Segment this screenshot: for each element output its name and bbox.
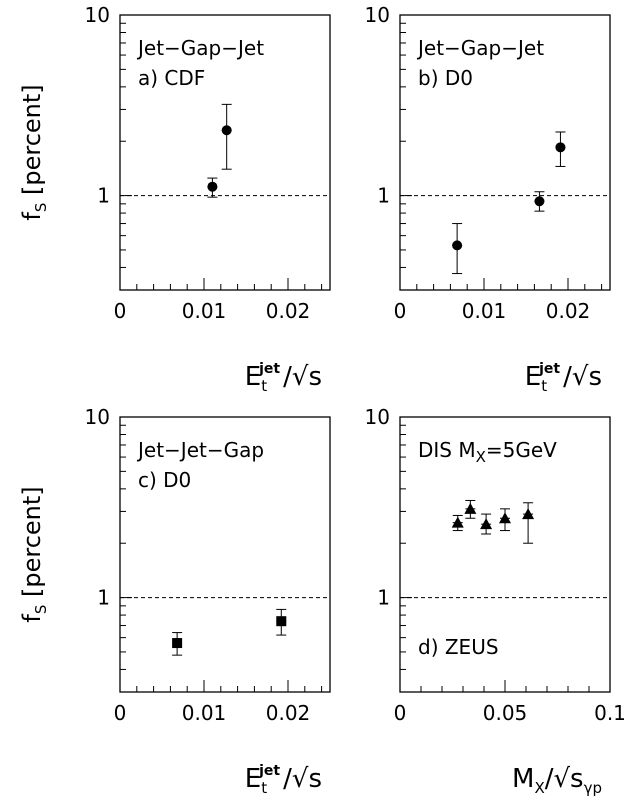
panel-c-ytick-label: 1 (97, 586, 110, 610)
panel-b-frame (399, 14, 611, 291)
panel-a-point-2 (221, 103, 232, 170)
panel-d-point-3 (480, 513, 493, 535)
panel-d-point-2 (464, 499, 477, 519)
panel-b-title: Jet−Gap−Jet (416, 36, 544, 60)
panel-c-point-2 (276, 608, 287, 636)
panel-a-xtick-label: 0.01 (182, 299, 227, 323)
panel-a-xtick-label: 0 (114, 299, 127, 323)
panel-b-xlabel: Etjet/√s (525, 361, 602, 395)
panel-b-xtick-label: 0 (394, 299, 407, 323)
panel-c-xlabel: Etjet/√s (245, 763, 322, 797)
panel-c-marker-square (276, 616, 287, 627)
panel-b: 1 10 0 0.01 0.02 Jet−Gap−Jet b) D0 Etjet/√s (365, 3, 611, 395)
panel-c-xtick-label: 0.01 (182, 701, 227, 725)
panel-d-ytick-label: 10 (365, 405, 390, 429)
panel-b-point-3 (555, 131, 566, 167)
panel-d-point-4 (499, 508, 511, 532)
panel-c-title: Jet−Jet−Gap (136, 438, 264, 462)
panel-b-xtick-label: 0.02 (546, 299, 591, 323)
panel-a: 1 10 0 0.01 0.02 Jet−Gap−Jet a) CDF fS [percent… (18, 3, 331, 395)
panel-b-marker-circle (452, 240, 463, 251)
panel-c-ytick-label: 10 (85, 405, 110, 429)
panel-c: 1 10 0 0.01 0.02 Jet−Jet−Gap c) D0 fS [percent]… (18, 405, 331, 797)
panel-a-xlabel: Etjet/√s (245, 361, 322, 395)
panel-d-marker-triangle (464, 502, 477, 514)
panel-a-marker-circle (207, 181, 218, 192)
panel-b-point-2 (534, 191, 545, 212)
panel-c-frame (119, 416, 331, 693)
panel-d-marker-triangle (480, 518, 493, 530)
panel-a-title: Jet−Gap−Jet (136, 36, 264, 60)
panel-a-frame (119, 14, 331, 291)
panel-a-marker-circle (221, 125, 232, 136)
panel-d-marker-triangle (499, 512, 511, 524)
panel-d-label: d) ZEUS (418, 635, 499, 659)
panel-b-xtick-label: 0.01 (462, 299, 507, 323)
panel-c-xtick-label: 0.02 (266, 701, 311, 725)
panel-a-ytick-label: 1 (97, 184, 110, 208)
panel-b-marker-circle (534, 196, 545, 207)
panel-c-marker-square (172, 638, 183, 649)
panel-d-xlabel: MX/√sγp (512, 764, 602, 797)
panel-c-ylabel: fS [percent] (18, 486, 50, 622)
panel-b-marker-circle (555, 142, 566, 153)
panel-d-xtick-label: 0.05 (483, 701, 528, 725)
panel-d: 1 10 0 0.05 0.1 DIS MX=5GeV d) ZEUS MX/√sγp (365, 405, 626, 797)
panel-d-xtick-label: 0.1 (594, 701, 626, 725)
panel-b-point-1 (452, 223, 463, 275)
panel-c-xtick-label: 0 (114, 701, 127, 725)
panel-b-ytick-label: 1 (377, 184, 390, 208)
panel-d-marker-triangle (451, 516, 464, 528)
panel-d-ytick-label: 1 (377, 586, 390, 610)
panel-d-point-1 (451, 514, 464, 532)
panel-d-marker-triangle (522, 508, 535, 520)
panel-b-ytick-label: 10 (365, 3, 390, 27)
panel-d-point-5 (522, 502, 535, 544)
panel-d-xtick-label: 0 (394, 701, 407, 725)
panel-d-title: DIS MX=5GeV (418, 438, 557, 466)
panel-b-label: b) D0 (418, 66, 473, 90)
panel-a-ylabel: fS [percent] (18, 84, 50, 220)
panel-a-ytick-label: 10 (85, 3, 110, 27)
panel-c-label: c) D0 (138, 468, 191, 492)
panel-a-label: a) CDF (138, 66, 205, 90)
panel-a-point-1 (207, 177, 218, 198)
panel-c-point-1 (172, 632, 183, 656)
panel-a-xtick-label: 0.02 (266, 299, 311, 323)
